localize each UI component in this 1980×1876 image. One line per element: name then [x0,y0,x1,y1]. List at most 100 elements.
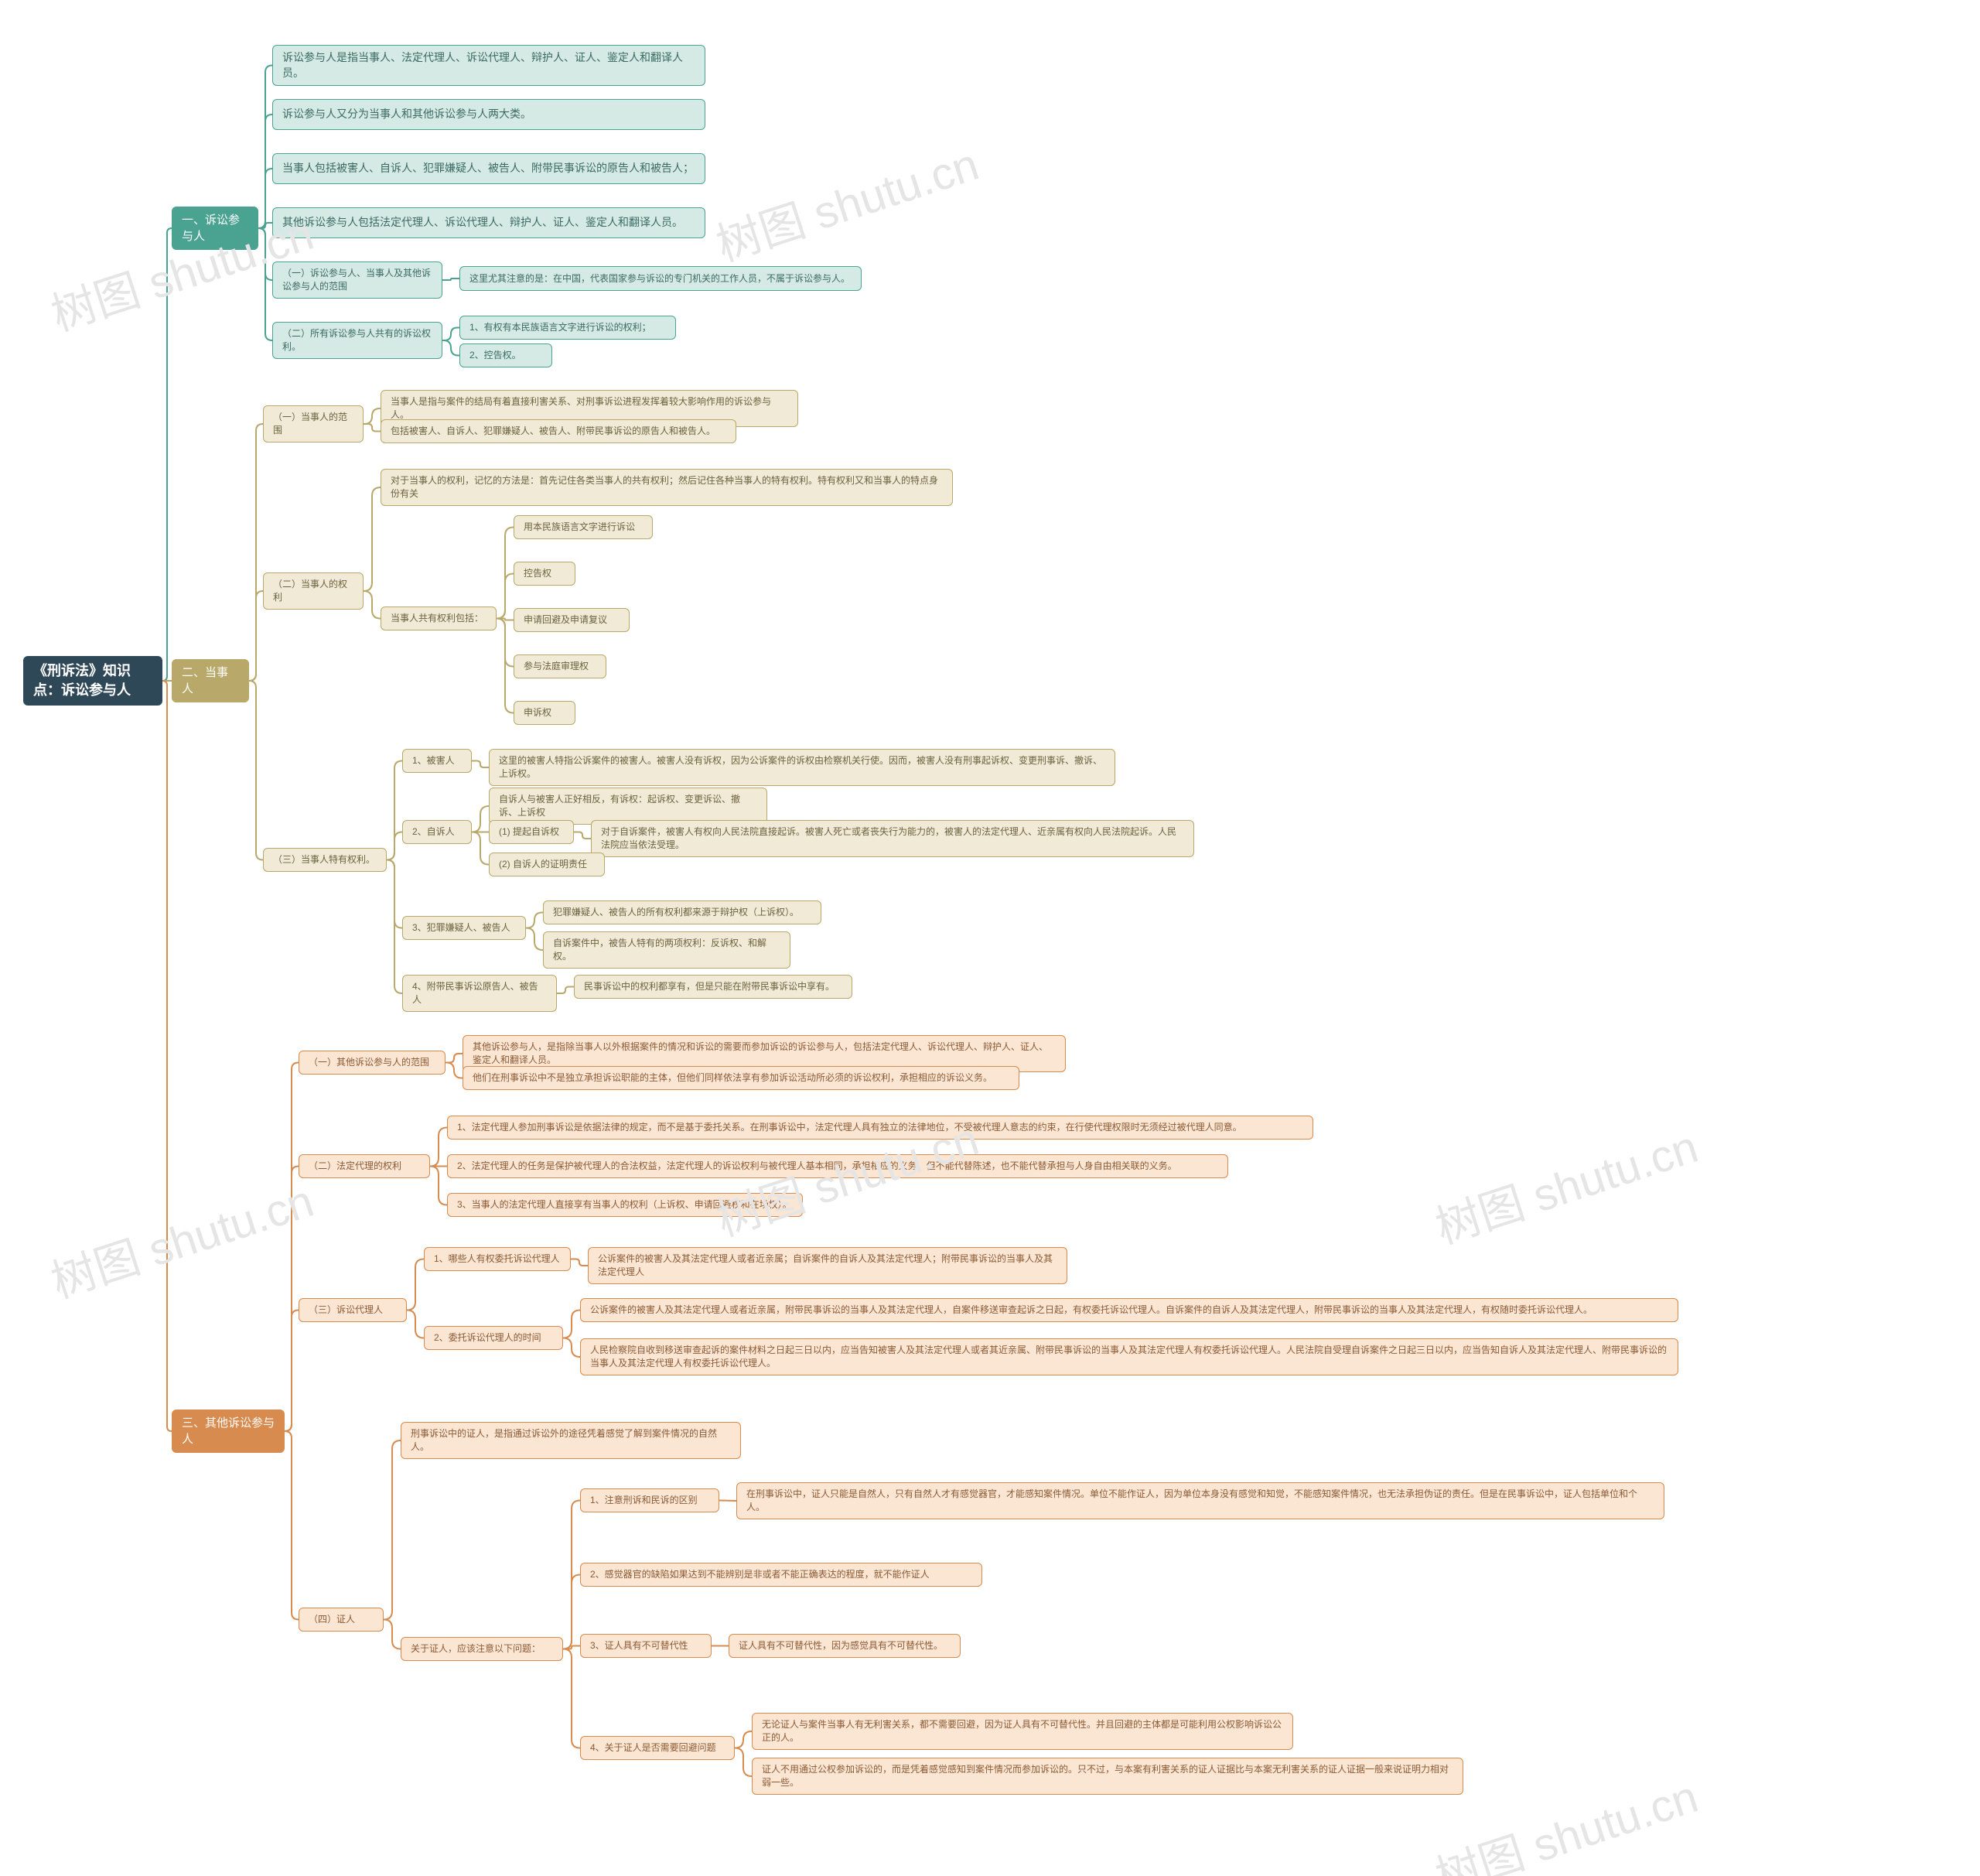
node-s2c2b: (1) 提起自诉权 [489,820,574,844]
edge [258,228,272,340]
node-s3d2a1: 在刑事诉讼中，证人只能是自然人，只有自然人才有感觉器官，才能感知案件情况。单位不… [736,1482,1664,1519]
node-s2b2b: 控告权 [514,562,575,586]
edge [407,1259,424,1310]
node-s2b2c: 申请回避及申请复议 [514,608,630,632]
node-s2c1a: 这里的被害人特指公诉案件的被害人。被害人没有诉权，因为公诉案件的诉权由检察机关行… [489,749,1115,786]
node-s2c3a: 犯罪嫌疑人、被告人的所有权利都来源于辩护权（上诉权）。 [543,900,821,924]
edge [285,1063,299,1432]
node-s2c1: 1、被害人 [402,749,472,773]
node-root: 《刑诉法》知识点：诉讼参与人 [23,656,162,706]
edge [364,408,381,424]
node-s2c3b: 自诉案件中，被告人特有的两项权利：反诉权、和解权。 [543,931,790,969]
edge [563,1646,580,1649]
edge [735,1748,752,1777]
node-s3b: （二）法定代理的权利 [299,1154,430,1178]
edge [364,487,381,591]
edge [571,1259,588,1266]
edge [497,619,514,713]
edge [258,114,272,228]
edge [497,528,514,619]
node-s3d2d2: 证人不用通过公权参加诉讼的，而是凭着感觉感知到案件情况而参加诉讼的。只不过，与本… [752,1758,1463,1795]
edge [249,591,263,681]
node-s3d2c: 3、证人具有不可替代性 [580,1634,712,1658]
edge [526,928,543,951]
node-s3d2a: 1、注意刑诉和民诉的区别 [580,1488,719,1512]
node-s1: 一、诉讼参与人 [172,207,258,250]
watermark: 树图 shutu.cn [1426,1111,1705,1256]
edge [497,574,514,619]
node-s2c2c: (2) 自诉人的证明责任 [489,853,605,876]
edge [563,1310,580,1338]
edge [472,761,489,768]
node-s2b2d: 参与法庭审理权 [514,654,606,678]
node-s3d2d1: 无论证人与案件当事人有无利害关系，都不需要回避，因为证人具有不可替代性。并且回避… [752,1713,1293,1750]
node-s3: 三、其他诉讼参与人 [172,1410,285,1453]
edge [446,1063,463,1078]
node-s2b1: 对于当事人的权利，记忆的方法是：首先记住各类当事人的共有权利；然后记住各种当事人… [381,469,953,506]
edge [442,340,459,356]
watermark: 树图 shutu.cn [1426,1761,1705,1876]
node-s2b2e: 申诉权 [514,701,575,725]
node-s2b2a: 用本民族语言文字进行诉讼 [514,515,653,539]
node-s3c2b: 人民检察院自收到移送审查起诉的案件材料之日起三日以内，应当告知被害人及其法定代理… [580,1338,1678,1375]
node-s2c2: 2、自诉人 [402,820,472,844]
node-s3d2: 关于证人，应该注意以下问题： [401,1637,563,1661]
node-s3c1a: 公诉案件的被害人及其法定代理人或者近亲属；自诉案件的自诉人及其法定代理人；附带民… [588,1247,1067,1284]
mindmap-canvas: 《刑诉法》知识点：诉讼参与人一、诉讼参与人诉讼参与人是指当事人、法定代理人、诉讼… [0,0,1980,1876]
watermark: 树图 shutu.cn [42,1165,320,1310]
node-s1f: （二）所有诉讼参与人共有的诉讼权利。 [272,322,442,359]
edge [364,424,381,432]
edge [258,228,272,280]
edge [563,1649,580,1748]
node-s2c: （三）当事人特有权利。 [263,848,387,872]
edge [497,619,514,667]
node-s1d: 其他诉讼参与人包括法定代理人、诉讼代理人、辩护人、证人、鉴定人和翻译人员。 [272,207,705,238]
edge [563,1501,580,1649]
node-s2b2: 当事人共有权利包括： [381,607,497,630]
edge [384,1620,401,1649]
edge [430,1128,447,1167]
node-s2c4a: 民事诉讼中的权利都享有，但是只能在附带民事诉讼中享有。 [574,975,852,999]
node-s3c: （三）诉讼代理人 [299,1298,407,1322]
node-s2a2: 包括被害人、自诉人、犯罪嫌疑人、被告人、附带民事诉讼的原告人和被告人。 [381,419,736,443]
node-s1c: 当事人包括被害人、自诉人、犯罪嫌疑人、被告人、附带民事诉讼的原告人和被告人； [272,153,705,184]
edge [162,681,172,1431]
edge [557,987,574,994]
node-s2c2b1: 对于自诉案件，被害人有权向人民法院直接起诉。被害人死亡或者丧失行为能力的，被害人… [591,820,1194,857]
node-s3a2: 他们在刑事诉讼中不是独立承担诉讼职能的主体，但他们同样依法享有参加诉讼活动所必须… [463,1066,1019,1090]
node-s2: 二、当事人 [172,659,249,702]
node-s3d2c1: 证人具有不可替代性，因为感觉具有不可替代性。 [729,1634,961,1658]
node-s3d2d: 4、关于证人是否需要回避问题 [580,1736,735,1760]
edge [563,1575,580,1649]
edge [249,424,263,681]
edge [719,1501,736,1502]
node-s1b: 诉讼参与人又分为当事人和其他诉讼参与人两大类。 [272,99,705,130]
node-s3d: （四）证人 [299,1608,384,1632]
node-s3a: （一）其他诉讼参与人的范围 [299,1051,446,1075]
edge [249,681,263,860]
edge [735,1731,752,1748]
edge [285,1431,299,1620]
edge [497,619,514,620]
edge [162,228,172,681]
edge [384,1440,401,1620]
node-s2c2a: 自诉人与被害人正好相反，有诉权：起诉权、变更诉讼、撤诉、上诉权 [489,788,767,825]
node-s1e: （一）诉讼参与人、当事人及其他诉讼参与人的范围 [272,261,442,299]
edge [364,591,381,619]
edge [407,1310,424,1338]
edge [430,1167,447,1205]
edge [285,1167,299,1432]
node-s3c2a: 公诉案件的被害人及其法定代理人或者近亲属，附带民事诉讼的当事人及其法定代理人，自… [580,1298,1678,1322]
edge [442,328,459,341]
edge [472,832,489,865]
node-s2a: （一）当事人的范围 [263,405,364,443]
edge [442,278,459,280]
node-s1e1: 这里尤其注意的是：在中国，代表国家参与诉讼的专门机关的工作人员，不属于诉讼参与人… [459,266,862,291]
watermark: 树图 shutu.cn [707,128,985,274]
edge [387,860,402,928]
edge [526,913,543,928]
node-s1f1: 1、有权有本民族语言文字进行诉讼的权利； [459,316,676,340]
node-s3b2: 2、法定代理人的任务是保护被代理人的合法权益，法定代理人的诉讼权利与被代理人基本… [447,1154,1228,1178]
node-s2c3: 3、犯罪嫌疑人、被告人 [402,916,526,940]
node-s3d2b: 2、感觉器官的缺陷如果达到不能辨别是非或者不能正确表达的程度，就不能作证人 [580,1563,982,1587]
